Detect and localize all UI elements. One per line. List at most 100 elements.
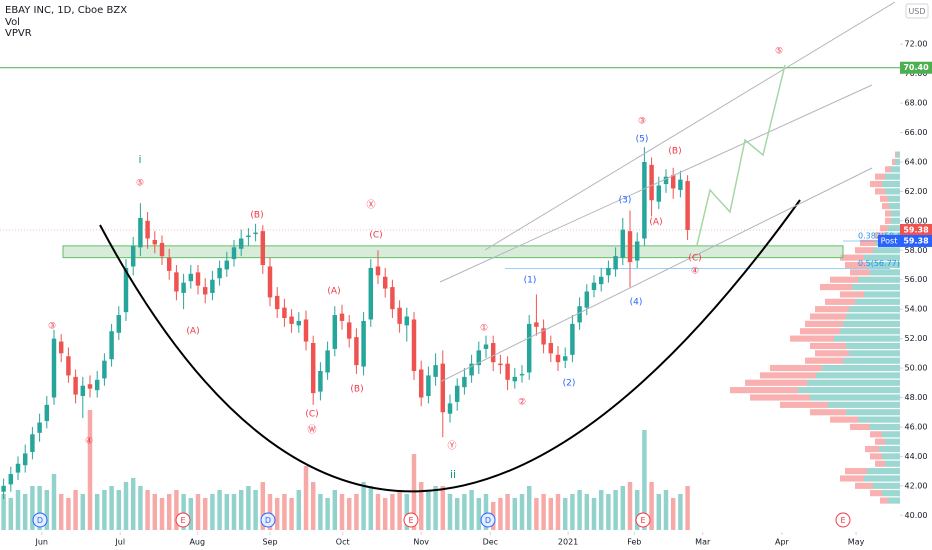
vpvr-down xyxy=(770,364,822,372)
volume-bar xyxy=(361,482,366,530)
candle-body xyxy=(231,247,237,260)
vpvr-down xyxy=(805,320,843,327)
x-tick-label: May xyxy=(848,538,865,547)
volume-bar xyxy=(505,494,510,530)
y-tick-label: 46.00 xyxy=(905,422,928,431)
volume-bar xyxy=(318,494,323,530)
candle-body xyxy=(238,238,244,249)
volume-bar xyxy=(613,490,618,530)
vpvr-up xyxy=(834,335,900,342)
vpvr-down xyxy=(875,173,885,180)
vpvr-down xyxy=(810,313,846,320)
vpvr-up xyxy=(895,158,900,166)
vpvr-down xyxy=(810,342,846,350)
candle-body xyxy=(94,379,100,391)
candle-body xyxy=(368,267,374,320)
volume-bar xyxy=(166,494,172,530)
volume-bar xyxy=(195,494,201,530)
projection-path xyxy=(696,64,786,246)
volume-bar xyxy=(462,494,467,530)
event-marker[interactable] xyxy=(835,512,851,528)
volume-bar xyxy=(246,486,251,530)
volume-bar xyxy=(130,478,136,530)
candle-body xyxy=(246,235,251,238)
candle-body xyxy=(534,322,539,327)
vpvr-up xyxy=(852,284,900,291)
wave-label: ii xyxy=(450,468,456,481)
candle-body xyxy=(447,403,453,414)
last-price-tag-text: 59.38 xyxy=(903,225,929,234)
vpvr-up xyxy=(891,217,900,224)
volume-bar xyxy=(634,490,640,530)
candle-body xyxy=(30,434,35,452)
vpvr-down xyxy=(800,328,840,335)
candle-body xyxy=(224,260,230,270)
vpvr-up xyxy=(807,379,900,386)
event-marker[interactable] xyxy=(480,512,496,528)
y-tick-label: 62.00 xyxy=(905,187,928,196)
event-marker[interactable] xyxy=(403,512,419,528)
volume-bar xyxy=(15,490,21,530)
candle-body xyxy=(303,319,309,342)
candle-body xyxy=(685,181,690,230)
indicator-label: VPVR xyxy=(5,28,32,39)
wave-label: Ⓦ xyxy=(307,425,316,436)
candle-body xyxy=(526,323,532,373)
vpvr-down xyxy=(882,203,889,210)
candle-body xyxy=(476,350,482,366)
volume-bar xyxy=(534,498,539,530)
volume-bar xyxy=(202,498,208,530)
wave-label: ⑤ xyxy=(136,179,144,189)
volume-bar xyxy=(123,482,129,530)
candle-body xyxy=(598,276,604,285)
post-text: Post xyxy=(881,236,898,245)
event-marker[interactable] xyxy=(260,512,276,528)
currency-box[interactable] xyxy=(905,3,929,19)
x-tick-label: Nov xyxy=(413,538,429,547)
vpvr-down xyxy=(880,195,888,202)
wave-label: Ⓨ xyxy=(447,441,456,452)
candle-body xyxy=(577,306,582,323)
vpvr-up xyxy=(888,497,900,504)
candle-body xyxy=(325,350,330,373)
vpvr-up xyxy=(858,416,900,423)
candle-body xyxy=(663,176,669,185)
volume-bar xyxy=(325,498,330,530)
vpvr-down xyxy=(870,180,882,188)
candle-body xyxy=(620,229,626,258)
volume-bar xyxy=(346,498,352,530)
volume-bar xyxy=(224,494,230,530)
event-marker[interactable] xyxy=(175,512,191,528)
volume-bar xyxy=(642,430,647,530)
candle-body xyxy=(8,474,14,485)
y-tick-label: 48.00 xyxy=(905,393,928,402)
post-tag-text: 59.38 xyxy=(903,236,929,245)
event-marker[interactable] xyxy=(635,512,651,528)
vpvr-down xyxy=(730,387,798,394)
candle-body xyxy=(166,257,172,271)
event-marker[interactable] xyxy=(32,512,48,528)
candle-body xyxy=(51,338,57,398)
candle-body xyxy=(562,356,568,361)
wave-label: (B) xyxy=(350,385,363,395)
chart-title: EBAY INC, 1D, Cboe BZX xyxy=(5,5,127,16)
vpvr-down xyxy=(830,416,858,423)
channel-line xyxy=(439,167,873,383)
volume-bar xyxy=(253,490,258,530)
indicator-label: Vol xyxy=(5,17,20,28)
vpvr-down xyxy=(790,335,834,342)
vpvr-down xyxy=(850,423,870,431)
candle-body xyxy=(210,279,215,293)
volume-bar xyxy=(548,498,554,530)
vpvr-up xyxy=(846,342,900,350)
volume-bar xyxy=(231,494,237,530)
volume-bar xyxy=(152,494,158,530)
candle-body xyxy=(440,363,446,413)
candle-body xyxy=(483,344,489,349)
volume-bar xyxy=(8,498,14,530)
vpvr-up xyxy=(889,203,900,210)
wave-label: (2) xyxy=(563,379,576,389)
vpvr-down xyxy=(885,210,891,217)
volume-bar xyxy=(656,494,662,530)
candle-body xyxy=(116,315,122,333)
